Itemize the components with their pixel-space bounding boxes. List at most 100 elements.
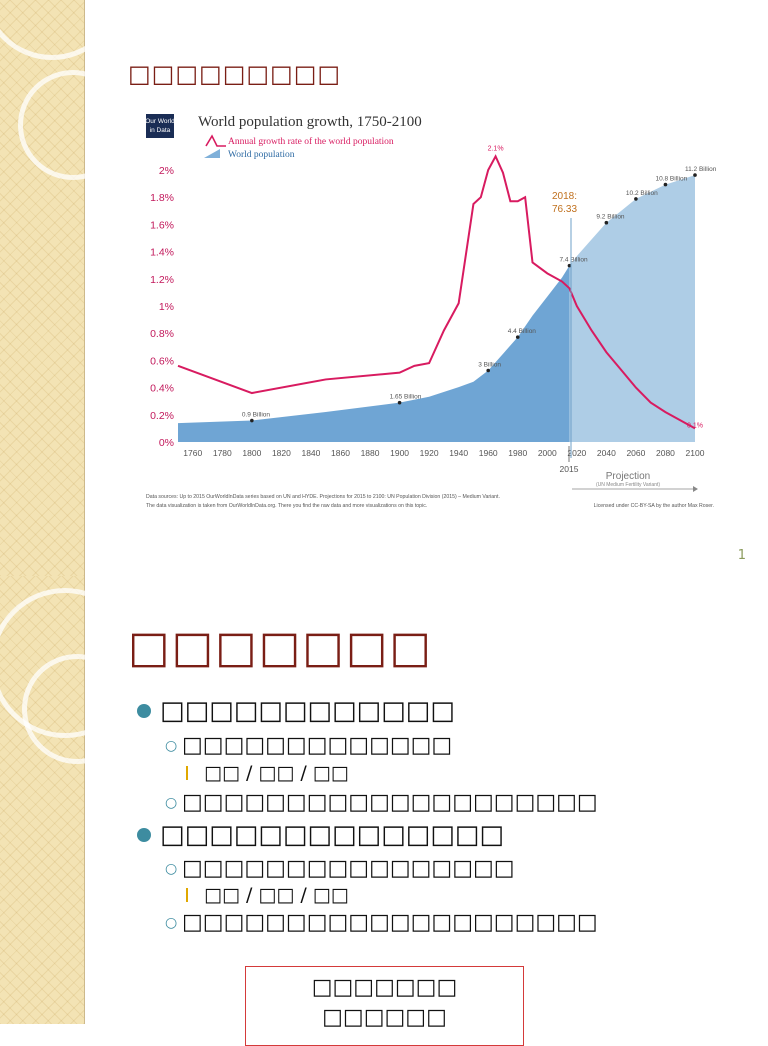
legend-world-population: World population <box>228 150 295 160</box>
y-tick-label: 0.2% <box>150 410 174 422</box>
population-label: 1.65 Billion <box>390 394 422 401</box>
y-tick-label: 1% <box>159 301 174 313</box>
x-tick-label: 1860 <box>331 448 350 458</box>
marker-2015: 2015 <box>560 464 579 474</box>
projection-subtitle: (UN Medium Fertility Variant) <box>596 482 660 488</box>
historical-population-area <box>178 265 570 442</box>
chart-axes: 0% 0.2% 0.4% 0.6% 0.8% 1% 1.2% 1.4% 1.6% 1.8% 2% 17… <box>150 165 705 458</box>
ring-ornament <box>0 0 122 60</box>
projection-arrowhead <box>693 486 698 492</box>
y-tick-label: 1.6% <box>150 219 174 231</box>
x-tick-label: 2060 <box>626 448 645 458</box>
logo-text-2: in Data <box>150 127 171 134</box>
sub-bullet-circle: ○ <box>165 861 178 877</box>
sub-sub-bullet-mark <box>186 888 188 902</box>
y-tick-label: 1.2% <box>150 274 174 286</box>
end-growth-label: 0.1% <box>687 422 703 429</box>
x-tick-label: 1940 <box>449 448 468 458</box>
x-tick-label: 1780 <box>213 448 232 458</box>
population-growth-chart: Our World in Data World population growt… <box>145 114 717 509</box>
sub-sub-bullet-item: □□ / □□ / □□ <box>204 884 349 906</box>
bullet-dot <box>137 704 151 718</box>
population-label: 10.8 Billion <box>655 176 687 183</box>
y-tick-label: 0% <box>159 437 174 449</box>
decorative-sidebar <box>0 0 128 576</box>
sub-bullet-circle: ○ <box>165 915 178 931</box>
population-area <box>178 175 695 443</box>
x-tick-label: 1760 <box>183 448 202 458</box>
note-line-2: □□□□□□ <box>322 1005 447 1030</box>
sub-bullet-circle: ○ <box>165 738 178 754</box>
population-label: 7.4 Billion <box>559 257 588 264</box>
population-label: 0.9 Billion <box>242 412 271 419</box>
population-point <box>663 182 668 187</box>
x-tick-label: 2100 <box>686 448 705 458</box>
slide-2 <box>0 576 768 1024</box>
owid-logo <box>146 114 174 138</box>
source-note-2: The data visualization is taken from Our… <box>146 503 427 509</box>
x-tick-label: 1820 <box>272 448 291 458</box>
population-label: 4.4 Billion <box>508 328 537 335</box>
population-point <box>567 263 572 268</box>
x-tick-label: 1980 <box>508 448 527 458</box>
y-tick-label: 0.8% <box>150 328 174 340</box>
ring-ornament <box>18 70 128 180</box>
growth-rate-line <box>177 154 696 430</box>
slide-number: 1 <box>737 548 746 563</box>
note-box: □□□□□□□ □□□□□□ <box>245 966 524 1046</box>
bullet-item: □□□□□□□□□□□□□□ <box>160 820 504 850</box>
y-tick-label: 0.6% <box>150 355 174 367</box>
x-tick-label: 2020 <box>567 448 586 458</box>
x-tick-label: 1880 <box>361 448 380 458</box>
y-tick-label: 0.4% <box>150 383 174 395</box>
sub-sub-bullet-item: □□ / □□ / □□ <box>204 762 349 784</box>
x-tick-label: 1840 <box>301 448 320 458</box>
sub-bullet-item: □□□□□□□□□□□□□□□□□□□□ <box>182 910 598 935</box>
callout-2018: 2018: <box>552 191 577 202</box>
source-note-1: Data sources: Up to 2015 OurWorldInData … <box>146 494 500 500</box>
chart-title: World population growth, 1750-2100 <box>198 114 422 130</box>
peak-growth-label: 2.1% <box>488 145 504 152</box>
population-point <box>515 335 520 339</box>
projection-area <box>569 175 695 443</box>
callout-value: 76.33 <box>552 204 577 215</box>
y-tick-label: 1.4% <box>150 247 174 259</box>
population-label: 10.2 Billion <box>626 190 658 197</box>
population-point <box>486 368 491 373</box>
slide-title: □□□□□□□□□ <box>128 60 342 88</box>
x-tick-label: 1800 <box>242 448 261 458</box>
population-legend-swatch <box>204 149 220 158</box>
y-tick-label: 1.8% <box>150 192 174 204</box>
chart-marks: 0.9 Billion 1.65 Billion 3 Billion 4.4 Bill… <box>177 145 717 430</box>
note-line-1: □□□□□□□ <box>311 975 458 1000</box>
x-tick-label: 2000 <box>538 448 557 458</box>
population-label: 9.2 Billion <box>596 214 625 221</box>
population-point <box>250 418 254 423</box>
x-tick-label: 2080 <box>656 448 675 458</box>
bullet-item: □□□□□□□□□□□□ <box>160 696 455 726</box>
population-label: 3 Billion <box>478 362 501 369</box>
slide-1: □□□□□□□□□ Our World in Data World popula… <box>0 0 746 576</box>
population-point <box>604 220 609 225</box>
ring-ornament <box>22 654 132 764</box>
sub-bullet-item: □□□□□□□□□□□□□□□□□□□□ <box>182 790 598 815</box>
growth-legend-swatch <box>205 134 226 147</box>
projection-label: Projection <box>606 471 650 482</box>
population-point <box>397 400 402 405</box>
bullet-dot <box>137 828 151 842</box>
x-tick-label: 1900 <box>390 448 409 458</box>
x-tick-label: 1920 <box>420 448 439 458</box>
sub-bullet-item: □□□□□□□□□□□□□□□□ <box>182 856 515 881</box>
population-label: 11.2 Billion <box>685 166 717 173</box>
sub-sub-bullet-mark <box>186 766 188 780</box>
sub-bullet-circle: ○ <box>165 795 178 811</box>
decorative-sidebar <box>0 576 140 1024</box>
slide-2-title: □□□□□□□ <box>128 622 434 673</box>
license-note: Licensed under CC-BY-SA by the author Ma… <box>594 503 714 509</box>
population-point <box>634 197 638 201</box>
y-tick-label: 2% <box>159 165 174 177</box>
legend-growth-rate: Annual growth rate of the world populati… <box>228 136 394 147</box>
logo-text-1: Our World <box>145 118 175 125</box>
x-tick-label: 2040 <box>597 448 616 458</box>
sub-bullet-item: □□□□□□□□□□□□□ <box>182 733 453 758</box>
